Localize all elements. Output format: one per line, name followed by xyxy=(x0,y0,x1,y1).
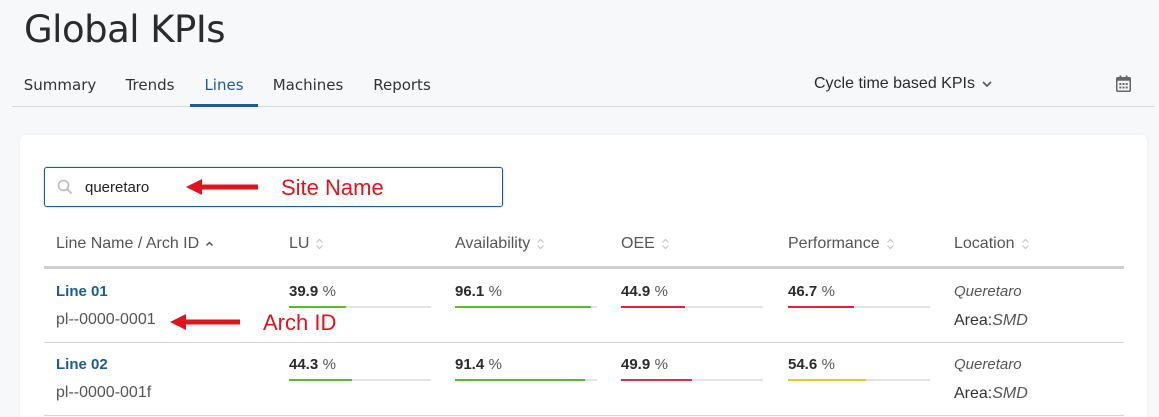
location-area: Area:SMD xyxy=(954,312,1028,329)
performance-metric: 54.6 % xyxy=(788,356,930,381)
sort-icon xyxy=(316,238,324,250)
availability-progress-bar xyxy=(455,379,597,381)
chevron-down-icon xyxy=(982,81,992,88)
annotation-arrow-icon xyxy=(170,314,240,330)
tab-machines[interactable]: Machines xyxy=(272,76,344,94)
search-input[interactable] xyxy=(85,176,485,198)
tab-summary[interactable]: Summary xyxy=(23,76,97,94)
table-header: Line Name / Arch ID LU Availability OEE … xyxy=(44,227,1124,269)
performance-metric: 46.7 % xyxy=(788,283,930,308)
sort-icon xyxy=(886,238,894,250)
location-area: Area:SMD xyxy=(954,385,1028,402)
column-header-line-name[interactable]: Line Name / Arch ID xyxy=(56,235,214,253)
availability-progress-bar xyxy=(455,306,597,308)
table-row: Line 02 pl--0000-001f 44.3 % 91.4 % 49.9… xyxy=(44,343,1124,416)
lu-progress-bar xyxy=(289,306,431,308)
calendar-icon[interactable] xyxy=(1116,75,1131,92)
kpi-type-label: Cycle time based KPIs xyxy=(814,75,975,92)
availability-metric: 96.1 % xyxy=(455,283,597,308)
sort-ascending-icon xyxy=(206,241,214,247)
annotation-arch-id: Arch ID xyxy=(263,310,337,335)
availability-metric: 91.4 % xyxy=(455,356,597,381)
lu-progress-bar xyxy=(289,379,431,381)
location-city: Queretaro xyxy=(954,356,1022,373)
lu-metric: 39.9 % xyxy=(289,283,431,308)
column-header-location[interactable]: Location xyxy=(954,235,1030,253)
location-city: Queretaro xyxy=(954,283,1022,300)
line-name-link[interactable]: Line 02 xyxy=(56,356,108,373)
oee-progress-bar xyxy=(621,379,763,381)
lu-metric: 44.3 % xyxy=(289,356,431,381)
tab-lines[interactable]: Lines xyxy=(190,64,258,107)
sort-icon xyxy=(661,238,669,250)
tab-bar: Summary Trends Lines Machines Reports xyxy=(12,64,1155,107)
annotation-site-name: Site Name xyxy=(281,175,384,200)
column-header-availability[interactable]: Availability xyxy=(455,235,545,253)
oee-metric: 44.9 % xyxy=(621,283,763,308)
kpi-type-dropdown[interactable]: Cycle time based KPIs xyxy=(814,72,993,96)
column-header-performance[interactable]: Performance xyxy=(788,235,895,253)
performance-progress-bar xyxy=(788,379,930,381)
line-name-link[interactable]: Line 01 xyxy=(56,283,108,300)
search-icon xyxy=(57,179,73,195)
lines-panel: Site Name Line Name / Arch ID LU Availab… xyxy=(20,135,1147,417)
column-header-lu[interactable]: LU xyxy=(289,235,324,253)
location-cell: Queretaro Area:SMD xyxy=(954,356,1028,403)
sort-icon xyxy=(537,238,545,250)
oee-progress-bar xyxy=(621,306,763,308)
arch-id: pl--0000-0001 xyxy=(56,311,156,328)
table-row: Line 01 pl--0000-0001 39.9 % 96.1 % 44.9… xyxy=(44,270,1124,343)
arch-id: pl--0000-001f xyxy=(56,384,152,401)
tab-reports[interactable]: Reports xyxy=(373,76,431,94)
search-box[interactable] xyxy=(44,167,503,207)
page-title: Global KPIs xyxy=(24,8,226,51)
performance-progress-bar xyxy=(788,306,930,308)
column-header-oee[interactable]: OEE xyxy=(621,235,670,253)
tab-trends[interactable]: Trends xyxy=(125,76,175,94)
annotation-arrow-icon xyxy=(186,179,258,195)
oee-metric: 49.9 % xyxy=(621,356,763,381)
sort-icon xyxy=(1021,238,1029,250)
location-cell: Queretaro Area:SMD xyxy=(954,283,1028,330)
